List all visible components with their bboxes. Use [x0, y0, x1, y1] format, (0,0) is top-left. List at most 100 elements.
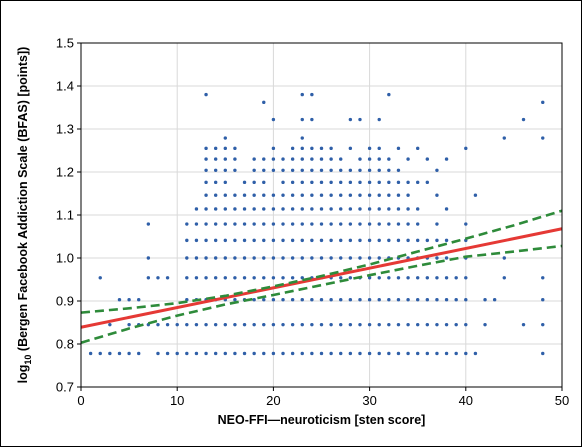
- data-point: [223, 256, 227, 260]
- data-point: [367, 276, 372, 280]
- data-point: [367, 256, 372, 260]
- data-point: [252, 256, 256, 260]
- x-tick-label: 50: [555, 393, 569, 408]
- data-point: [262, 100, 266, 105]
- data-point: [281, 157, 285, 161]
- data-point: [252, 351, 256, 356]
- data-point: [204, 276, 208, 280]
- data-point: [300, 136, 304, 140]
- data-point: [204, 168, 208, 172]
- data-point: [262, 238, 266, 243]
- data-point: [252, 298, 256, 302]
- data-point: [127, 298, 131, 302]
- data-point: [310, 207, 314, 211]
- data-point: [310, 238, 314, 243]
- data-point: [377, 222, 381, 226]
- data-point: [319, 351, 324, 356]
- y-tick-label: 0.7: [56, 380, 74, 395]
- data-point: [339, 298, 343, 302]
- data-point: [387, 351, 391, 356]
- data-point: [213, 146, 218, 151]
- data-point: [290, 207, 295, 211]
- data-point: [377, 207, 381, 211]
- data-point: [223, 180, 227, 185]
- data-point: [416, 351, 420, 356]
- data-point: [310, 351, 314, 356]
- data-point: [290, 298, 295, 302]
- data-point: [406, 180, 410, 185]
- data-point: [262, 207, 266, 211]
- data-point: [137, 298, 141, 302]
- data-point: [213, 238, 218, 243]
- data-point: [416, 276, 420, 280]
- data-point: [444, 351, 449, 356]
- data-point: [185, 256, 189, 260]
- data-point: [396, 322, 401, 327]
- data-point: [339, 322, 343, 327]
- confidence-band-line: [80, 209, 563, 314]
- data-point: [310, 157, 314, 161]
- data-point: [300, 168, 304, 172]
- data-point: [435, 238, 439, 243]
- data-point: [348, 256, 353, 260]
- data-point: [281, 298, 285, 302]
- y-axis-label-rest: (Bergen Facebook Addiction Scale (BFAS) …: [16, 47, 30, 355]
- data-point: [319, 322, 324, 327]
- data-point: [319, 168, 324, 172]
- data-point: [416, 298, 420, 302]
- data-point: [396, 207, 401, 211]
- data-point: [252, 276, 256, 280]
- y-axis-label-subscript: 10: [23, 355, 33, 365]
- data-point: [194, 222, 199, 226]
- data-point: [425, 298, 430, 302]
- data-point: [204, 222, 208, 226]
- data-point: [271, 322, 276, 327]
- data-point: [387, 207, 391, 211]
- data-point: [406, 222, 410, 226]
- data-point: [281, 180, 285, 185]
- data-point: [262, 298, 266, 302]
- data-point: [367, 238, 372, 243]
- data-point: [290, 146, 295, 151]
- data-point: [223, 238, 227, 243]
- data-point: [329, 298, 333, 302]
- data-point: [175, 322, 179, 327]
- data-point: [271, 298, 276, 302]
- data-point: [367, 322, 372, 327]
- data-point: [117, 298, 122, 302]
- data-point: [204, 146, 208, 151]
- data-point: [233, 207, 237, 211]
- data-point: [367, 193, 372, 197]
- data-point: [310, 168, 314, 172]
- data-point: [300, 238, 304, 243]
- data-point: [541, 322, 545, 327]
- data-point: [252, 168, 256, 172]
- data-point: [262, 222, 266, 226]
- data-point: [358, 322, 362, 327]
- data-point: [156, 276, 160, 280]
- data-point: [377, 298, 381, 302]
- data-point: [204, 180, 208, 185]
- y-axis-ticks: 0.7 0.8 0.9 1.0 1.1 1.2 1.3 1.4 1.5: [56, 36, 81, 395]
- data-point: [425, 238, 430, 243]
- x-tick-label: 30: [362, 393, 376, 408]
- data-point: [406, 193, 410, 197]
- data-point: [252, 222, 256, 226]
- data-point: [377, 146, 381, 151]
- data-point: [367, 157, 372, 161]
- data-point: [339, 180, 343, 185]
- data-point: [213, 193, 218, 197]
- data-point: [454, 351, 458, 356]
- data-point: [300, 322, 304, 327]
- regression-line: [80, 227, 563, 329]
- data-point: [367, 298, 372, 302]
- data-point: [416, 146, 420, 151]
- data-point: [396, 298, 401, 302]
- y-axis-label: log10 (Bergen Facebook Addiction Scale (…: [16, 47, 33, 384]
- data-point: [473, 193, 478, 197]
- data-point: [377, 322, 381, 327]
- data-point: [377, 256, 381, 260]
- data-point: [319, 298, 324, 302]
- data-point: [358, 222, 362, 226]
- data-point: [396, 351, 401, 356]
